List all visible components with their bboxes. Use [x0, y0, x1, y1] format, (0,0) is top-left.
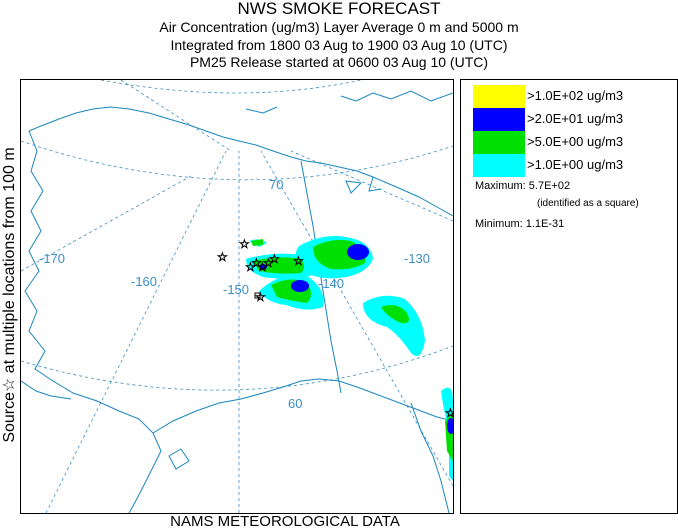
latitude-grid — [21, 80, 453, 391]
legend-label-green: >5.0E+00 ug/m3 — [527, 134, 624, 149]
russia-coast — [21, 380, 72, 400]
grid-labels: -170 -160 -150 -140 -130 70 60 — [39, 177, 430, 411]
kodiak — [168, 448, 190, 470]
source-side-label: Source☆ at multiple locations from 100 m — [0, 78, 18, 512]
minimum-row: Minimum: 1.1E-31 — [475, 218, 564, 230]
panhandle — [410, 402, 450, 513]
plume-blue-east — [347, 244, 369, 260]
legend-swatch-yellow — [473, 85, 525, 108]
source-star-icon: ☆ — [239, 237, 250, 251]
maximum-row: Maximum: 5.7E+02 — [475, 180, 570, 192]
plume-blue-source — [259, 264, 267, 270]
source-star-icon: ☆ — [269, 252, 280, 266]
lat-70-line — [21, 140, 453, 181]
source-star-icon: ☆ — [251, 256, 262, 270]
lat-60-line — [21, 345, 453, 391]
plume-green-far — [381, 305, 409, 324]
north-coast — [28, 106, 453, 217]
source-star-icon: ☆ — [217, 250, 228, 264]
lon-label-130: -130 — [404, 251, 430, 266]
legend-row-blue: >2.0E+01 ug/m3 — [473, 108, 673, 131]
coastline — [21, 90, 453, 513]
map-panel: ☆ ☆ ☆ ☆ ☆ ☆ ☆ ☆ ☆ ☆ -170 -160 -150 -140 … — [20, 79, 454, 514]
minimum-label: Minimum: — [475, 218, 523, 230]
footer-caption: NAMS METEOROLOGICAL DATA — [170, 513, 400, 530]
legend-swatch-cyan — [473, 154, 525, 177]
yukon-coast — [368, 176, 382, 192]
lon-label-160: -160 — [131, 274, 157, 289]
island-1 — [245, 106, 278, 114]
source-star-icon: ☆ — [245, 260, 256, 274]
peninsula-coast — [152, 378, 453, 434]
plume-blue-south — [291, 280, 309, 292]
legend-swatch-green — [473, 131, 525, 154]
legend-swatch-blue — [473, 108, 525, 131]
legend-label-cyan: >1.0E+00 ug/m3 — [527, 157, 624, 172]
plume-blue-coast — [447, 418, 453, 434]
arctic-islands — [340, 90, 453, 102]
minimum-value: 1.1E-31 — [525, 218, 565, 230]
lat-label-70: 70 — [269, 177, 283, 192]
forecast-title: NWS SMOKE FORECAST — [237, 0, 441, 18]
maximum-label: Maximum: — [475, 180, 526, 192]
longitude-grid — [21, 80, 453, 513]
source-star-icon: ☆ — [257, 260, 268, 274]
release-info: PM25 Release started at 0600 03 Aug 10 (… — [189, 54, 489, 70]
island-2 — [345, 180, 363, 194]
lat-80-line — [100, 80, 362, 94]
lon-170-line — [21, 175, 192, 272]
lon-140-line — [260, 150, 453, 487]
legend-row-yellow: >1.0E+02 ug/m3 — [473, 85, 673, 108]
source-star-icon: ☆ — [263, 256, 274, 270]
legend-row-cyan: >1.0E+00 ug/m3 — [473, 154, 673, 177]
source-star-icon: ☆ — [293, 254, 304, 268]
legend-label-blue: >2.0E+01 ug/m3 — [527, 111, 624, 126]
lon-160-line — [45, 150, 227, 513]
maximum-value: 5.7E+02 — [528, 180, 571, 192]
source-side-label-text: Source☆ at multiple locations from 100 m — [1, 147, 18, 443]
integration-period: Integrated from 1800 03 Aug to 1900 03 A… — [170, 37, 508, 53]
alaska-canada-border — [300, 160, 342, 394]
alaska-map: ☆ ☆ ☆ ☆ ☆ ☆ ☆ ☆ ☆ ☆ -170 -160 -150 -140 … — [21, 80, 453, 513]
lon-120-line — [120, 80, 232, 152]
legend-label-yellow: >1.0E+02 ug/m3 — [527, 88, 624, 103]
lon-label-170: -170 — [39, 251, 65, 266]
legend-panel: >1.0E+02 ug/m3 >2.0E+01 ug/m3 >5.0E+00 u… — [460, 79, 678, 514]
legend-row-green: >5.0E+00 ug/m3 — [473, 131, 673, 154]
plume-cyan-far — [363, 295, 425, 357]
lon-label-150: -150 — [223, 282, 249, 297]
source-star-icon: ☆ — [445, 406, 453, 420]
maximum-note: (identified as a square) — [537, 198, 639, 209]
lat-label-60: 60 — [288, 396, 302, 411]
maximum-square — [254, 292, 261, 299]
plume-green-center — [253, 257, 304, 274]
smoke-plumes — [246, 236, 453, 481]
concentration-subtitle: Air Concentration (ug/m3) Layer Average … — [159, 19, 519, 35]
plume-green-north — [251, 239, 263, 246]
lon-130-line — [290, 150, 453, 222]
west-coast — [24, 130, 162, 513]
lon-label-140: -140 — [318, 276, 344, 291]
